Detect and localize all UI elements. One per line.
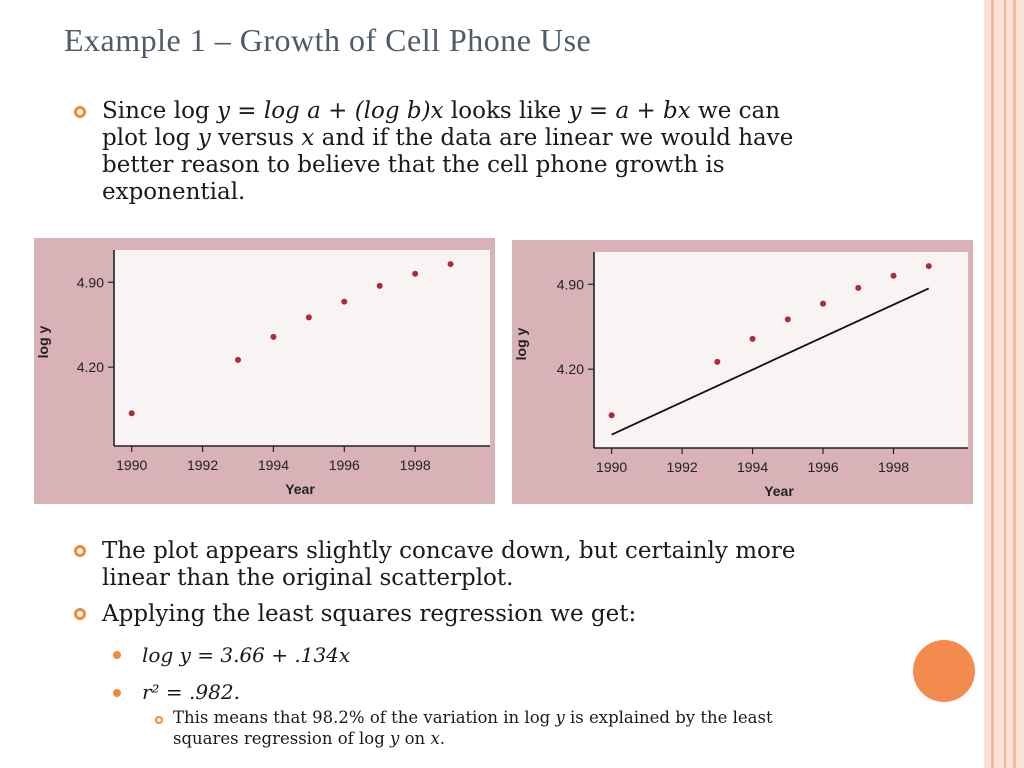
side-bar-line-1 [991,0,994,768]
bullet2-line2: linear than the original scatterplot. [102,565,514,591]
text-segment: looks like [443,98,569,124]
scatter-plot-log-y: 1990 1992 1994 1996 1998 4.20 4.90 Year log y [35,250,490,497]
x-tick-label: 1994 [258,457,289,473]
data-point [820,300,827,307]
x-tick-label: 1990 [596,459,627,475]
side-bar-line-2 [1004,0,1006,768]
text-segment: squares regression of log [173,729,391,748]
data-point [608,412,615,419]
slide-title: Example 1 – Growth of Cell Phone Use [64,22,592,58]
math-var: y [390,729,400,748]
formula-log-form: y = log a + (log b)x [216,98,444,124]
data-point [270,333,277,340]
text-segment: This means that 98.2% of the variation i… [173,708,556,727]
bullet-marker [74,545,86,557]
x-tick-label: 1996 [807,459,838,475]
bullet-marker [74,608,86,620]
bullet1-line3: better reason to believe that the cell p… [102,152,725,178]
x-tick-label: 1998 [400,457,431,473]
explanation-line2: squares regression of log y on x. [173,729,445,749]
bullet2-line1: The plot appears slightly concave down, … [102,538,796,564]
text-segment: and if the data are linear we would have [314,125,794,151]
text-segment: . [439,729,445,748]
data-point [714,358,721,365]
y-tick-label: 4.20 [77,359,104,375]
x-tick-label: 1992 [667,459,698,475]
data-point [341,298,348,305]
data-point [305,314,312,321]
data-point [855,284,862,291]
regression-equation: log y = 3.66 + .134x [142,643,351,667]
side-bar-line-3 [1013,0,1016,768]
sub-sub-bullet-marker [155,716,163,724]
chart-photo-right: 1990 1992 1994 1996 1998 4.20 4.90 Year log y [512,240,973,504]
x-tick-label: 1992 [187,457,218,473]
text-segment: versus [210,125,302,151]
y-axis-label: log y [35,325,51,358]
regression-line [611,287,930,436]
bullet-marker [74,106,86,118]
x-tick-label: 1998 [878,459,909,475]
data-point [749,335,756,342]
data-point [925,263,932,270]
y-axis-label: log y [513,327,529,360]
math-var: y [197,125,211,151]
math-var: y [555,708,565,727]
text-segment: plot log [102,125,198,151]
bullet1-line4: exponential. [102,179,246,205]
explanation-line1: This means that 98.2% of the variation i… [173,708,773,728]
x-axis-label: Year [764,483,794,499]
text-segment: Since log [102,98,217,124]
data-point [235,356,241,363]
data-point [890,272,897,279]
plot-area [594,252,968,448]
math-var: x [430,729,440,748]
data-point [128,410,135,417]
x-axis-label: Year [285,481,315,497]
x-tick-label: 1996 [329,457,360,473]
sub-bullet-marker [113,689,121,697]
scatter-plot-log-y-with-regression: 1990 1992 1994 1996 1998 4.20 4.90 Year log y [513,252,968,499]
formula-linear-form: y = a + bx [568,98,691,124]
data-point [784,316,791,323]
y-tick-label: 4.90 [77,274,104,290]
math-var: x [301,125,315,151]
y-tick-label: 4.20 [557,361,584,377]
sub-bullet-marker [113,651,121,659]
data-point [447,261,454,268]
text-segment: is explained by the least [564,708,773,727]
chart-photo-left: 1990 1992 1994 1996 1998 4.20 4.90 Year log y [34,238,495,504]
bullet3-text: Applying the least squares regression we… [102,601,637,627]
text-segment: on [399,729,431,748]
bullet1-line1: Since log y = log a + (log b)x looks lik… [102,98,780,125]
y-tick-label: 4.90 [557,276,584,292]
data-point [376,282,383,289]
plot-area [114,250,490,446]
decorative-circle [913,640,975,702]
bullet1-line2: plot log y versus x and if the data are … [102,125,793,152]
text-segment: we can [690,98,781,124]
data-point [412,270,419,277]
x-tick-label: 1990 [116,457,147,473]
x-tick-label: 1994 [737,459,768,475]
r-squared-value: r² = .982. [142,680,240,704]
